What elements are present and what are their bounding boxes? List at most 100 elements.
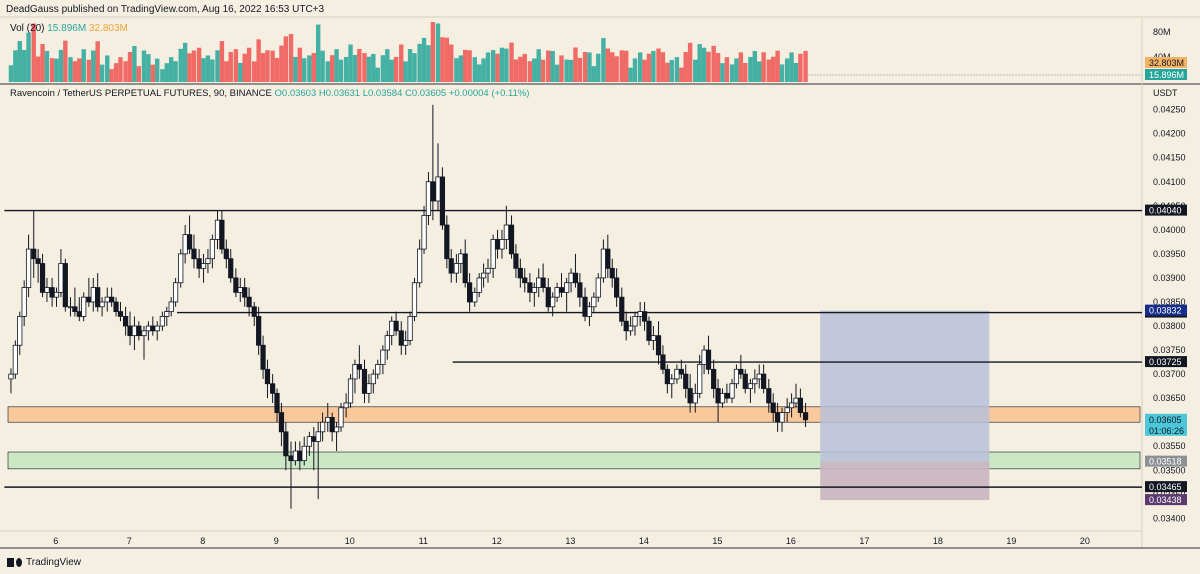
volume-bar <box>697 44 702 82</box>
candle-body <box>554 287 560 298</box>
price-badge-bg <box>1145 413 1187 436</box>
candle-body <box>733 368 740 385</box>
candle-body <box>430 181 436 202</box>
volume-bar <box>160 69 165 82</box>
candle-body <box>476 277 482 293</box>
price-badge-countdown: 01:06:26 <box>1149 426 1184 436</box>
candle-body <box>558 287 565 293</box>
volume-bar <box>499 47 505 82</box>
volume-bar <box>91 50 96 82</box>
candle-body <box>738 368 744 375</box>
candle-body <box>439 176 446 226</box>
candle-body <box>99 301 105 308</box>
y-tick-label: 0.04250 <box>1153 105 1186 115</box>
candle-body <box>283 431 289 457</box>
volume-bar <box>646 53 652 82</box>
candle-body <box>678 368 684 375</box>
candle-body <box>141 330 147 337</box>
volume-bar <box>210 59 215 82</box>
volume-bar <box>610 52 615 82</box>
price-badge-bg <box>1145 455 1187 467</box>
candle-body <box>756 373 762 380</box>
x-tick-label: 8 <box>200 536 205 546</box>
volume-ma-badge-bg <box>1145 57 1187 68</box>
candle-body <box>389 320 395 337</box>
candle-body <box>246 296 252 308</box>
candle-body <box>499 239 505 250</box>
volume-bar <box>651 50 656 82</box>
candle-body <box>127 325 133 337</box>
candle-body <box>67 306 74 309</box>
candle-body <box>646 320 652 341</box>
candle-body <box>458 253 464 264</box>
volume-bar <box>338 59 344 82</box>
volume-bar <box>591 66 597 82</box>
candle-body <box>104 296 110 303</box>
volume-bar <box>757 61 762 82</box>
candle-body <box>113 301 119 312</box>
candle-body <box>407 316 413 341</box>
candle-body <box>123 316 129 327</box>
volume-bar <box>242 53 247 82</box>
volume-bar <box>761 52 766 82</box>
candle-body <box>109 296 115 303</box>
volume-bar <box>417 43 422 82</box>
volume-bar <box>632 58 638 82</box>
candle-body <box>513 253 519 269</box>
candle-body <box>72 306 78 312</box>
projection-profit-area <box>820 310 990 462</box>
volume-bar <box>687 42 693 82</box>
level-badge-bg <box>1145 204 1187 216</box>
candle-body <box>154 325 160 332</box>
volume-bar <box>665 62 670 82</box>
candle-body <box>53 291 60 298</box>
y-tick-label: 0.04200 <box>1153 129 1186 139</box>
volume-bar <box>274 58 280 82</box>
candle-body <box>325 416 331 423</box>
volume-bar <box>720 63 725 82</box>
volume-bar <box>467 50 472 82</box>
y-tick-label: 0.03400 <box>1153 513 1186 523</box>
candle-body <box>467 282 473 303</box>
volume-bar <box>293 56 298 82</box>
volume-bar <box>357 49 362 82</box>
tradingview-brand[interactable]: TradingView <box>7 557 81 568</box>
volume-bar <box>724 57 730 82</box>
candle-body <box>256 316 262 346</box>
volume-bar <box>793 62 799 82</box>
volume-bar <box>334 49 339 82</box>
candle-body <box>674 368 680 380</box>
candle-body <box>384 335 390 351</box>
candle-body <box>669 378 675 385</box>
x-tick-label: 13 <box>565 536 575 546</box>
candle-body <box>150 325 156 332</box>
tradingview-logo-icon <box>7 558 22 567</box>
price-badge-bg <box>1145 304 1187 316</box>
candle-body <box>145 325 151 332</box>
level-badge-bg <box>1145 481 1187 493</box>
volume-bar <box>656 48 661 82</box>
volume-bar <box>504 48 509 82</box>
volume-bar <box>513 59 519 82</box>
volume-legend-value: 15.896M <box>47 23 87 34</box>
candle-body <box>223 248 229 260</box>
volume-bar <box>348 44 353 82</box>
volume-bar <box>605 48 611 82</box>
candle-body <box>490 239 496 269</box>
volume-badge: 15.896M <box>1149 70 1184 80</box>
volume-bar <box>86 59 92 82</box>
volume-bar <box>550 50 555 82</box>
volume-bar <box>421 37 427 82</box>
volume-bar <box>481 58 486 82</box>
volume-bar <box>715 53 721 82</box>
volume-bar <box>63 40 68 82</box>
candle-body <box>788 402 795 409</box>
volume-badge-bg <box>1145 69 1187 80</box>
candle-body <box>278 412 285 433</box>
projection-loss-area <box>820 461 990 501</box>
candle-body <box>687 388 693 404</box>
symbol-legend: Ravencoin / TetherUS PERPETUAL FUTURES, … <box>10 88 529 99</box>
candle-body <box>650 335 656 341</box>
volume-layer <box>8 22 1142 83</box>
